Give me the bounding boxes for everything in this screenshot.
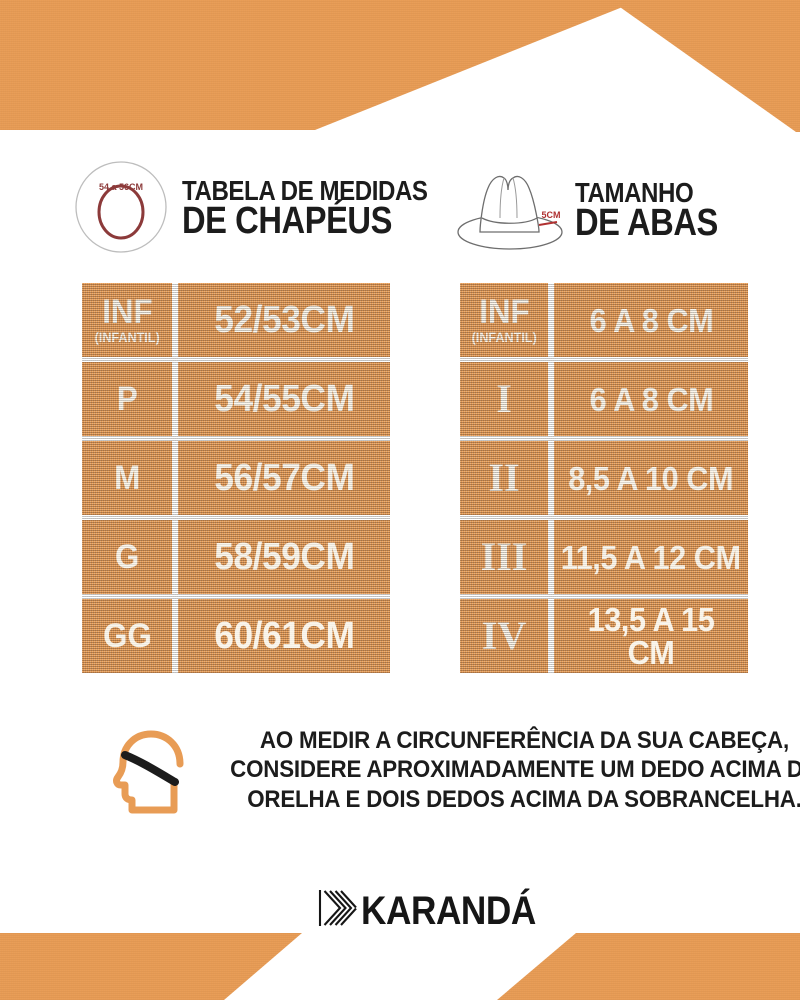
size-value: 60/61CM bbox=[213, 615, 355, 657]
size-value: 6 A 8 CM bbox=[589, 380, 713, 418]
size-value-cell: 6 A 8 CM bbox=[460, 283, 748, 673]
hat-top-view-icon: 54 a 56CM bbox=[72, 158, 170, 259]
size-value: 58/59CM bbox=[213, 536, 355, 578]
size-label-cell: II bbox=[460, 283, 748, 673]
header-hats: 54 a 56CM TABELA DE MEDIDAS DE CHAPÉUS bbox=[72, 158, 468, 259]
decoration-bottom-left bbox=[0, 933, 302, 1000]
table-row: P 54/55CM bbox=[82, 283, 390, 673]
brim-icon-measure-label: 5CM bbox=[541, 210, 560, 220]
size-value-cell: 58/59CM bbox=[82, 283, 390, 673]
headers-row: 54 a 56CM TABELA DE MEDIDAS DE CHAPÉUS 5… bbox=[0, 158, 800, 263]
size-label: G bbox=[114, 537, 140, 576]
table-row: IV 13,5 A 15 CM bbox=[460, 283, 748, 673]
size-value: 6 A 8 CM bbox=[589, 301, 713, 339]
size-label: III bbox=[480, 534, 528, 579]
note-line-3: ORELHA E DOIS DEDOS ACIMA DA SOBRANCELHA… bbox=[247, 785, 800, 813]
header-brims-line1: TAMANHO bbox=[575, 177, 694, 209]
size-label-cell: IV bbox=[460, 283, 748, 673]
size-label-cell: M bbox=[82, 283, 390, 673]
header-hats-line2: DE CHAPÉUS bbox=[182, 199, 392, 242]
size-value-cell: 8,5 A 10 CM bbox=[460, 283, 748, 673]
note-line-1: AO MEDIR A CIRCUNFERÊNCIA DA SUA CABEÇA, bbox=[259, 727, 790, 754]
table-row: INF (INFANTIL) 6 A 8 CM bbox=[460, 283, 748, 673]
table-row: GG 60/61CM bbox=[82, 283, 390, 673]
size-label: INF bbox=[101, 293, 153, 332]
size-label-cell: I bbox=[460, 283, 748, 673]
size-value: 13,5 A 15 CM bbox=[587, 601, 715, 671]
head-profile-measure-icon bbox=[112, 728, 190, 821]
size-label-cell: G bbox=[82, 283, 390, 673]
measuring-note: AO MEDIR A CIRCUNFERÊNCIA DA SUA CABEÇA,… bbox=[112, 726, 800, 821]
size-value: 52/53CM bbox=[213, 299, 355, 341]
decoration-top-right bbox=[610, 0, 800, 132]
table-row: INF (INFANTIL) 52/53CM bbox=[82, 283, 390, 673]
size-label: II bbox=[488, 455, 520, 500]
decoration-top-left bbox=[0, 0, 640, 130]
hat-icon-measure-label: 54 a 56CM bbox=[99, 182, 143, 192]
note-line-2: CONSIDERE APROXIMADAMENTE UM DEDO ACIMA … bbox=[230, 756, 800, 784]
header-brims-line2: DE ABAS bbox=[575, 201, 718, 244]
size-value-cell: 11,5 A 12 CM bbox=[460, 283, 748, 673]
size-value-cell: 56/57CM bbox=[82, 283, 390, 673]
header-hats-line1: TABELA DE MEDIDAS bbox=[182, 175, 428, 207]
table-row: II 8,5 A 10 CM bbox=[460, 283, 748, 673]
table-row: G 58/59CM bbox=[82, 283, 390, 673]
size-value: 56/57CM bbox=[213, 457, 355, 499]
size-value: 54/55CM bbox=[213, 378, 355, 420]
size-label-cell: INF (INFANTIL) bbox=[460, 283, 748, 673]
header-brims: 5CM TAMANHO DE ABAS bbox=[455, 162, 741, 259]
table-row: I 6 A 8 CM bbox=[460, 283, 748, 673]
size-label: M bbox=[113, 458, 141, 497]
table-row: M 56/57CM bbox=[82, 283, 390, 673]
size-label-cell: GG bbox=[82, 283, 390, 673]
size-value: 8,5 A 10 CM bbox=[568, 459, 734, 497]
size-label: INF bbox=[478, 293, 530, 332]
decoration-bottom-right bbox=[497, 933, 800, 1000]
size-label-cell: INF (INFANTIL) bbox=[82, 283, 390, 673]
size-label: I bbox=[496, 376, 512, 421]
table-row: III 11,5 A 12 CM bbox=[460, 283, 748, 673]
size-value-cell: 60/61CM bbox=[82, 283, 390, 673]
brand-wordmark: KARANDÁ bbox=[361, 888, 536, 933]
size-value-cell: 54/55CM bbox=[82, 283, 390, 673]
size-value-cell: 13,5 A 15 CM bbox=[460, 283, 748, 673]
table-brim-sizes: INF (INFANTIL) 6 A 8 CM I 6 A 8 CM II 8,5 A 10… bbox=[460, 283, 748, 673]
size-label-cell: III bbox=[460, 283, 748, 673]
size-label: P bbox=[116, 379, 138, 418]
brand-logo: KARANDÁ bbox=[318, 888, 560, 933]
size-label: IV bbox=[481, 613, 527, 658]
fedora-hat-icon: 5CM bbox=[455, 162, 565, 259]
size-value-cell: 6 A 8 CM bbox=[460, 283, 748, 673]
table-hat-sizes: INF (INFANTIL) 52/53CM P 54/55CM M 56/57CM G 58/… bbox=[82, 283, 390, 673]
size-value-cell: 52/53CM bbox=[82, 283, 390, 673]
measuring-note-text: AO MEDIR A CIRCUNFERÊNCIA DA SUA CABEÇA,… bbox=[230, 726, 800, 814]
header-brims-text: TAMANHO DE ABAS bbox=[575, 177, 718, 244]
size-label-cell: P bbox=[82, 283, 390, 673]
size-sublabel: (INFANTIL) bbox=[471, 328, 537, 345]
karanda-k-monogram-icon bbox=[318, 888, 358, 933]
size-value: 11,5 A 12 CM bbox=[561, 538, 741, 576]
size-sublabel: (INFANTIL) bbox=[94, 328, 160, 345]
size-label: GG bbox=[102, 616, 152, 655]
header-hats-text: TABELA DE MEDIDAS DE CHAPÉUS bbox=[182, 175, 428, 242]
